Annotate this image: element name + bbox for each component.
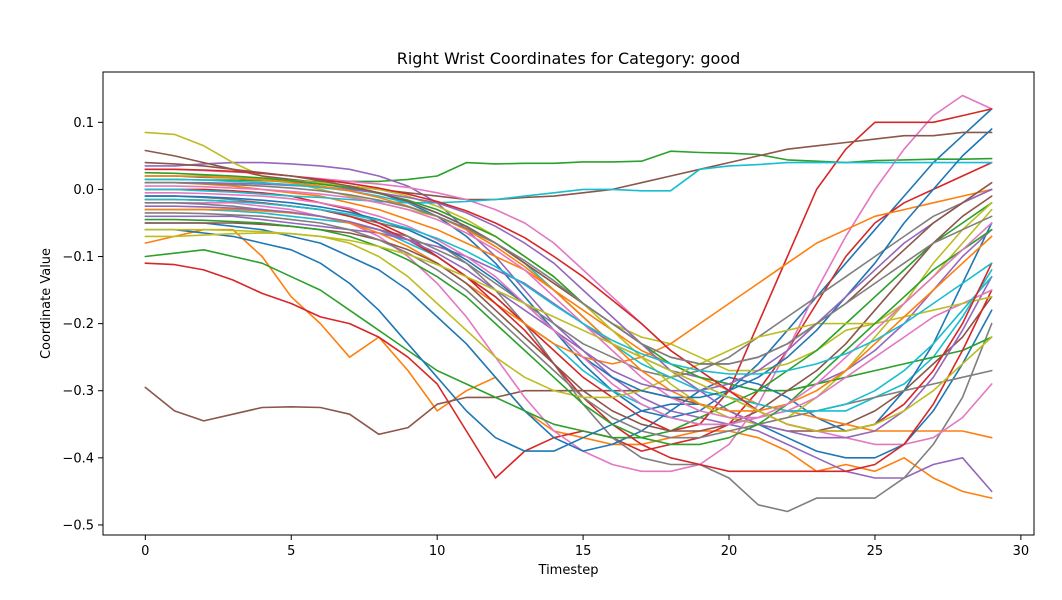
- series-line-27: [144, 185, 993, 419]
- y-tick-label: −0.3: [62, 384, 94, 399]
- y-axis-label: Coordinate Value: [39, 248, 54, 359]
- y-tick-label: −0.4: [62, 451, 94, 466]
- x-tick-label: 10: [429, 544, 446, 559]
- x-tick-label: 15: [575, 544, 592, 559]
- series-line-20: [144, 161, 993, 204]
- series-line-10: [144, 208, 993, 426]
- x-axis-label: Timestep: [538, 563, 599, 578]
- series-line-7: [144, 94, 993, 473]
- series-layer: [144, 94, 993, 513]
- series-line-25: [144, 181, 993, 439]
- series-line-37: [144, 192, 993, 426]
- plot-frame: [102, 71, 1035, 536]
- y-axis: 0.1 0.0 −0.1 −0.2 −0.3 −0.4 −0.5: [62, 116, 103, 533]
- series-line-36: [144, 161, 993, 365]
- series-line-23: [144, 171, 993, 392]
- y-tick-label: 0.0: [73, 183, 94, 198]
- series-line-12: [144, 181, 993, 439]
- series-line-4: [144, 161, 993, 479]
- x-tick-label: 0: [141, 544, 149, 559]
- y-tick-label: −0.2: [62, 317, 94, 332]
- series-line-40: [144, 198, 993, 375]
- x-tick-label: 30: [1013, 544, 1030, 559]
- x-tick-label: 20: [721, 544, 738, 559]
- series-line-21: [144, 228, 993, 459]
- x-axis: 0 5 10 15 20 25 30: [141, 535, 1029, 559]
- series-line-16: [144, 131, 993, 201]
- series-line-28: [144, 212, 993, 439]
- series-line-38: [144, 181, 993, 365]
- x-tick-label: 25: [867, 544, 884, 559]
- series-line-35: [144, 188, 993, 392]
- chart-title: Right Wrist Coordinates for Category: go…: [397, 49, 741, 68]
- x-tick-label: 5: [287, 544, 295, 559]
- y-tick-label: −0.1: [62, 250, 94, 265]
- y-tick-label: −0.5: [62, 518, 94, 533]
- series-line-5: [144, 161, 993, 493]
- series-line-39: [144, 228, 993, 432]
- series-line-13: [144, 202, 993, 439]
- y-tick-label: 0.1: [73, 116, 94, 131]
- series-line-33: [144, 218, 993, 446]
- series-line-32: [144, 175, 993, 412]
